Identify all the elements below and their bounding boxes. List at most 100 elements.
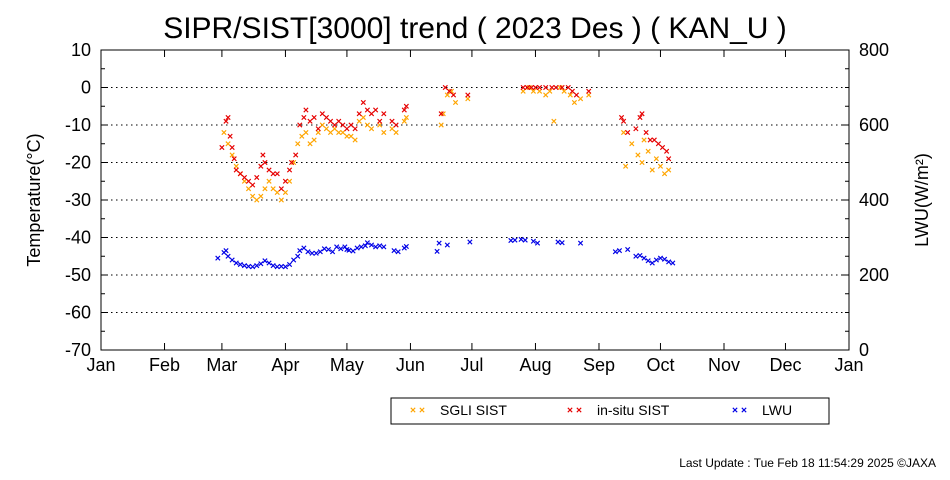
lwu-point xyxy=(403,243,409,250)
in-situ-sist-point xyxy=(643,129,649,136)
y2-axis-label: LWU(W/m²) xyxy=(912,153,932,247)
in-situ-sist-point xyxy=(288,159,295,166)
lwu-point xyxy=(633,253,639,259)
lwu-point xyxy=(637,252,643,259)
in-situ-sist-point xyxy=(524,84,530,91)
lwu-point xyxy=(434,248,440,254)
x-axis-ticks: Jan Feb Mar Apr May Jun Jul Aug Sep Oct Nov Dec Jan xyxy=(86,50,864,375)
lwu-point xyxy=(245,263,252,269)
lwu-point xyxy=(313,250,319,256)
sgli-sist-point xyxy=(233,163,239,169)
lwu-point xyxy=(666,259,672,265)
sgli-sist-point xyxy=(377,122,383,128)
legend-label: LWU xyxy=(762,402,792,418)
legend-marker xyxy=(410,407,416,413)
sgli-sist-point xyxy=(250,193,256,199)
lwu-point xyxy=(266,260,272,266)
in-situ-sist-point xyxy=(532,84,539,91)
sgli-sist-point xyxy=(278,197,284,203)
lwu-point xyxy=(233,260,239,266)
y-tick-label: -50 xyxy=(65,265,91,285)
lwu-point xyxy=(321,246,327,252)
in-situ-sist-point xyxy=(274,171,280,177)
in-situ-sist-point xyxy=(282,178,289,184)
in-situ-sist-point xyxy=(319,111,325,117)
lwu-point xyxy=(215,255,221,261)
lwu-point xyxy=(295,253,301,259)
legend-marker xyxy=(741,407,747,413)
lwu-point xyxy=(325,246,332,253)
in-situ-sist-point xyxy=(260,152,266,158)
lwu-point xyxy=(309,250,315,256)
in-situ-sist-point xyxy=(352,126,358,132)
in-situ-sist-point xyxy=(229,144,235,151)
sgli-sist-point xyxy=(327,129,334,136)
sgli-sist-point xyxy=(315,129,321,136)
x-tick-label: Oct xyxy=(646,355,674,375)
lwu-point xyxy=(612,249,618,255)
in-situ-sist-point xyxy=(553,84,559,91)
in-situ-sist-point xyxy=(446,88,452,94)
sgli-sist-point xyxy=(332,126,338,132)
sgli-sist-point xyxy=(241,178,248,184)
sgli-sist-point xyxy=(364,122,370,128)
in-situ-sist-point xyxy=(258,163,264,169)
in-situ-sist-point xyxy=(573,92,580,98)
in-situ-sist-point xyxy=(225,114,231,121)
lwu-point xyxy=(670,260,676,266)
lwu-point xyxy=(254,263,260,269)
in-situ-sist-point xyxy=(297,122,303,128)
sgli-sist-point xyxy=(641,137,647,143)
lwu-point xyxy=(373,244,379,250)
lwu-point xyxy=(559,240,565,246)
in-situ-sist-point xyxy=(438,111,444,117)
y2-tick-label: 200 xyxy=(859,265,889,285)
lwu-point xyxy=(362,243,368,249)
in-situ-sist-point xyxy=(315,126,321,132)
in-situ-sist-point xyxy=(549,84,555,91)
lwu-point xyxy=(444,242,450,248)
lwu-point xyxy=(645,258,651,264)
sgli-sist-point xyxy=(465,96,471,102)
lwu-point xyxy=(625,246,631,253)
in-situ-sist-point xyxy=(393,122,399,128)
in-situ-sist-point xyxy=(389,118,395,124)
x-tick-label: Jul xyxy=(460,355,483,375)
y2-tick-label: 600 xyxy=(859,115,889,135)
sgli-sist-point xyxy=(530,88,536,94)
in-situ-sist-point xyxy=(254,174,260,181)
lwu-point xyxy=(346,247,352,253)
lwu-point xyxy=(282,264,289,270)
lwu-point xyxy=(653,257,659,263)
sgli-sist-point xyxy=(567,92,573,98)
in-situ-sist-point xyxy=(381,111,387,117)
in-situ-sist-point xyxy=(231,156,237,162)
in-situ-sist-point xyxy=(373,107,379,113)
lwu-point xyxy=(616,248,623,254)
sgli-sist-point xyxy=(274,189,280,196)
in-situ-sist-point xyxy=(266,167,272,173)
sgli-sist-point xyxy=(381,129,387,136)
sgli-sist-point xyxy=(291,159,297,166)
in-situ-sist-point xyxy=(620,118,627,124)
in-situ-sist-point xyxy=(625,129,631,136)
lwu-point xyxy=(354,245,360,251)
y-axis-label: Temperature(°C) xyxy=(24,133,44,266)
lwu-point xyxy=(661,256,668,262)
in-situ-sist-point xyxy=(651,137,657,143)
in-situ-sist-point xyxy=(377,118,383,124)
lwu-point xyxy=(286,261,293,268)
x-tick-label: Jan xyxy=(86,355,115,375)
lwu-point xyxy=(334,244,340,250)
in-situ-sist-point xyxy=(666,156,672,162)
lwu-point xyxy=(301,245,307,251)
lwu-point xyxy=(522,237,528,243)
in-situ-sist-point xyxy=(569,88,575,94)
lwu-point xyxy=(395,249,401,255)
in-situ-sist-point xyxy=(303,107,309,113)
sgli-sist-point xyxy=(639,159,645,166)
sgli-sist-point xyxy=(571,99,577,106)
y-tick-label: -30 xyxy=(65,190,91,210)
sgli-sist-point xyxy=(245,186,252,192)
y-tick-label: -60 xyxy=(65,303,91,323)
